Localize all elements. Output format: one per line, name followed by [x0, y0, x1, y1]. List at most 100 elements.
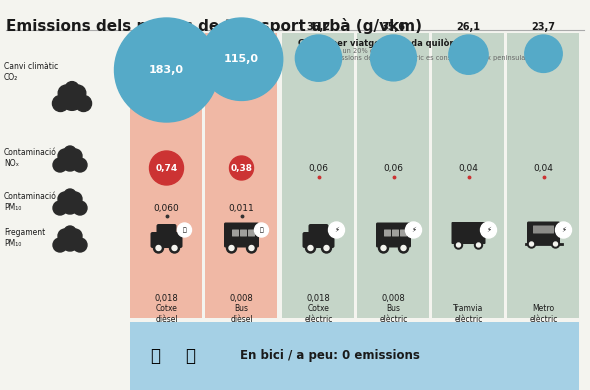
Circle shape	[371, 35, 417, 81]
Text: Contaminació
PM₁₀: Contaminació PM₁₀	[4, 192, 57, 212]
Circle shape	[68, 149, 82, 163]
Text: 🚴: 🚴	[185, 347, 195, 365]
Text: ⚡: ⚡	[411, 227, 416, 233]
Circle shape	[379, 243, 388, 253]
Text: 0,018: 0,018	[155, 294, 178, 303]
Circle shape	[556, 222, 572, 238]
FancyBboxPatch shape	[130, 322, 579, 390]
FancyBboxPatch shape	[376, 223, 411, 248]
Text: 35,6: 35,6	[382, 22, 405, 32]
FancyBboxPatch shape	[156, 224, 176, 237]
Circle shape	[114, 18, 218, 122]
Text: 0,04: 0,04	[533, 163, 553, 172]
FancyBboxPatch shape	[240, 229, 247, 236]
Text: 0,04: 0,04	[458, 163, 478, 172]
Text: Es considera un 20% d'ocupació.: Es considera un 20% d'ocupació.	[298, 47, 408, 54]
Circle shape	[329, 222, 345, 238]
Text: 0,011: 0,011	[229, 204, 254, 213]
Circle shape	[254, 223, 268, 237]
Circle shape	[58, 192, 72, 206]
Circle shape	[552, 240, 559, 248]
Circle shape	[381, 245, 386, 250]
FancyBboxPatch shape	[451, 222, 486, 244]
Text: Bus
dièsel: Bus dièsel	[230, 304, 253, 324]
Circle shape	[324, 245, 329, 250]
Circle shape	[178, 223, 192, 237]
FancyBboxPatch shape	[205, 33, 277, 318]
FancyBboxPatch shape	[432, 33, 504, 318]
Text: Fregament
PM₁₀: Fregament PM₁₀	[4, 228, 45, 248]
Circle shape	[200, 18, 283, 101]
Circle shape	[153, 243, 163, 253]
Circle shape	[249, 245, 254, 250]
Circle shape	[230, 156, 254, 180]
Text: 36,2: 36,2	[306, 22, 330, 32]
FancyBboxPatch shape	[309, 224, 329, 237]
FancyBboxPatch shape	[357, 33, 429, 318]
Circle shape	[401, 245, 406, 250]
Circle shape	[64, 226, 76, 238]
Text: Cotxe
dièsel: Cotxe dièsel	[155, 304, 178, 324]
Text: Canvi climàtic
CO₂: Canvi climàtic CO₂	[4, 62, 58, 82]
Text: Grams per viatgers a cada quilòmetre: Grams per viatgers a cada quilòmetre	[298, 38, 478, 48]
Text: 23,7: 23,7	[532, 22, 556, 32]
Circle shape	[73, 238, 87, 252]
FancyBboxPatch shape	[392, 229, 399, 236]
Text: 0,008: 0,008	[382, 294, 405, 303]
Circle shape	[73, 158, 87, 172]
FancyBboxPatch shape	[384, 229, 391, 236]
Circle shape	[65, 82, 79, 96]
Circle shape	[61, 196, 79, 214]
Circle shape	[398, 243, 408, 253]
Circle shape	[61, 153, 79, 171]
Text: Contaminació
NOₓ: Contaminació NOₓ	[4, 148, 57, 168]
Text: 0,74: 0,74	[155, 163, 178, 172]
Text: ⚡: ⚡	[561, 227, 566, 233]
Text: 26,1: 26,1	[457, 22, 480, 32]
Circle shape	[529, 242, 533, 246]
Circle shape	[227, 243, 237, 253]
Circle shape	[405, 222, 421, 238]
Text: ⚡: ⚡	[486, 227, 491, 233]
Text: ⛽: ⛽	[260, 227, 263, 233]
Circle shape	[525, 35, 562, 73]
Circle shape	[58, 229, 72, 243]
Circle shape	[172, 245, 177, 250]
Circle shape	[229, 245, 234, 250]
Circle shape	[449, 35, 488, 74]
Circle shape	[457, 243, 461, 247]
Text: Tramvia
elèctric: Tramvia elèctric	[453, 304, 484, 324]
Circle shape	[70, 85, 86, 101]
Circle shape	[73, 201, 87, 215]
Text: En bici / a peu: 0 emissions: En bici / a peu: 0 emissions	[240, 349, 420, 362]
Text: Bus
elèctric: Bus elèctric	[379, 304, 408, 324]
Circle shape	[68, 229, 82, 243]
Text: 0,008: 0,008	[230, 294, 253, 303]
Circle shape	[306, 243, 316, 253]
Circle shape	[454, 241, 463, 249]
Circle shape	[553, 242, 558, 246]
Circle shape	[322, 243, 332, 253]
Circle shape	[53, 96, 68, 112]
Text: ⚡: ⚡	[334, 227, 339, 233]
Text: 0,06: 0,06	[384, 163, 404, 172]
Text: Emissions dels modes de transport urbà (g/vkm): Emissions dels modes de transport urbà (…	[6, 18, 422, 34]
Circle shape	[53, 158, 67, 172]
Circle shape	[64, 189, 76, 201]
FancyBboxPatch shape	[400, 229, 407, 236]
Text: 183,0: 183,0	[149, 65, 184, 75]
Circle shape	[53, 201, 67, 215]
Circle shape	[58, 149, 72, 163]
FancyBboxPatch shape	[130, 33, 202, 318]
Text: Metro
elèctric: Metro elèctric	[529, 304, 558, 324]
FancyBboxPatch shape	[248, 229, 255, 236]
Circle shape	[61, 233, 79, 251]
FancyBboxPatch shape	[150, 232, 182, 248]
Circle shape	[156, 245, 161, 250]
Circle shape	[247, 243, 257, 253]
FancyBboxPatch shape	[224, 223, 259, 248]
Circle shape	[61, 90, 83, 110]
Circle shape	[296, 35, 342, 81]
Circle shape	[53, 238, 67, 252]
Circle shape	[58, 85, 74, 101]
